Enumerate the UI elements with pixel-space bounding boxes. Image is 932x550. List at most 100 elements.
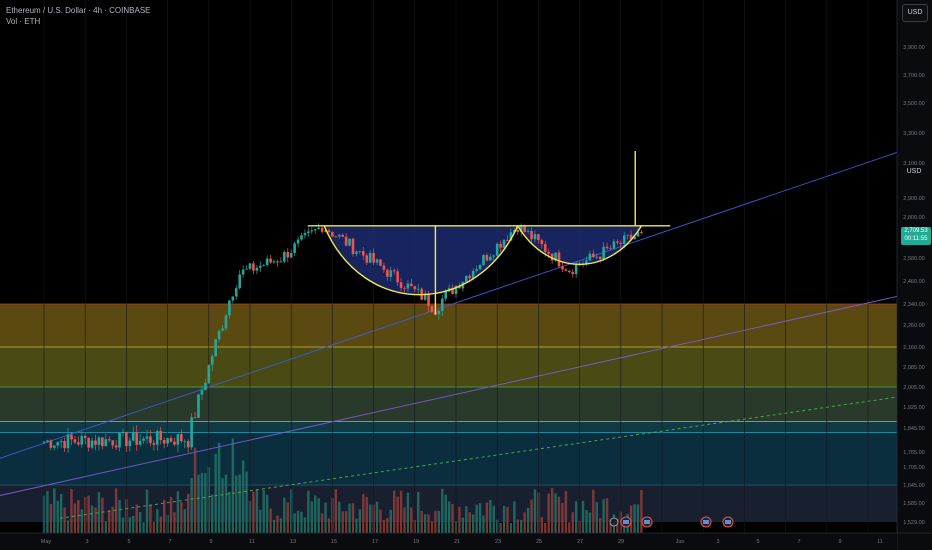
- volume-bar: [482, 515, 485, 533]
- time-tick-label: 17: [372, 539, 378, 545]
- candle-body: [568, 270, 571, 273]
- candle-body: [221, 328, 224, 331]
- volume-bar: [478, 503, 482, 533]
- time-tick-label: 25: [536, 539, 542, 545]
- last-price-tag: 2,709.53 00:11:55: [901, 227, 931, 245]
- candle-body: [492, 255, 496, 257]
- candle-body: [499, 243, 502, 248]
- volume-bar: [341, 511, 344, 533]
- candle-body: [337, 234, 341, 237]
- candle-body: [458, 285, 461, 289]
- candles: [42, 223, 643, 453]
- volume-bar: [307, 490, 310, 533]
- price-axis[interactable]: 3,900.00 3,700.00 3,500.00 3,300.00 3,100.00…: [896, 0, 932, 550]
- volume-bar: [156, 509, 159, 533]
- candle-body: [540, 240, 544, 245]
- candle-body: [303, 233, 307, 236]
- candle-body: [399, 282, 403, 288]
- volume-bar: [437, 510, 441, 533]
- candle-body: [561, 266, 564, 270]
- volume-bar: [197, 474, 200, 533]
- candle-body: [348, 238, 351, 246]
- volume-bar: [200, 472, 204, 533]
- volume-bar: [231, 438, 235, 533]
- candle-body: [300, 235, 303, 240]
- event-flag-inner: [644, 520, 650, 524]
- volume-bar: [571, 512, 574, 533]
- candle-body: [554, 252, 557, 261]
- volume-bar: [283, 497, 286, 533]
- volume-bar: [557, 496, 561, 533]
- time-tick-label: 11: [249, 539, 255, 545]
- event-markers[interactable]: [609, 516, 734, 528]
- candle-body: [440, 298, 444, 311]
- currency-button[interactable]: USD: [902, 4, 928, 22]
- volume-bar: [320, 513, 324, 533]
- candle-body: [90, 440, 94, 448]
- volume-bar: [358, 509, 362, 533]
- candle-body: [574, 264, 578, 275]
- volume-bar: [296, 510, 300, 533]
- candle-body: [101, 437, 104, 447]
- candle-body: [180, 434, 183, 442]
- candle-body: [495, 243, 499, 256]
- volume-bar: [169, 497, 173, 533]
- volume-bar: [190, 477, 193, 533]
- volume-bar: [616, 518, 619, 533]
- dividend-marker-icon: [609, 517, 619, 527]
- volume-bar: [187, 493, 190, 533]
- volume-bar: [574, 501, 578, 533]
- zone-band: [0, 421, 897, 433]
- candle-body: [269, 258, 272, 263]
- candle-body: [465, 275, 468, 283]
- volume-bar: [423, 514, 427, 533]
- symbol-title[interactable]: Ethereum / U.S. Dollar · 4h · COINBASE: [6, 6, 151, 15]
- volume-bar: [382, 519, 386, 533]
- volume-bar: [393, 490, 396, 533]
- volume-bar: [499, 522, 502, 533]
- volume-bar: [176, 491, 180, 533]
- candle-body: [87, 437, 90, 448]
- candle-body: [159, 430, 163, 440]
- volume-bar: [238, 474, 241, 533]
- volume-bar: [162, 499, 166, 533]
- candle-body: [49, 440, 53, 448]
- candle-body: [142, 438, 145, 441]
- candle-body: [530, 231, 533, 240]
- time-axis[interactable]: May 3 5 7 9 11 13 15 17 19 21 23 25 27 29 Jun 3 5 7 9 11: [0, 532, 932, 550]
- candle-body: [279, 261, 283, 263]
- volume-bar: [540, 517, 544, 533]
- candle-body: [183, 441, 187, 442]
- time-tick-label: 5: [127, 539, 130, 545]
- candle-body: [475, 269, 478, 271]
- price-tick-label: 3,100.00: [903, 161, 924, 167]
- candle-body: [259, 265, 262, 268]
- volume-bar: [235, 475, 238, 533]
- time-tick-label: Jun: [676, 539, 685, 545]
- volume-bar: [49, 503, 53, 533]
- volume-bar: [217, 442, 221, 533]
- price-tick-label: 1,765.00: [903, 450, 924, 456]
- volume-bar: [458, 506, 461, 533]
- candle-body: [214, 339, 217, 357]
- candle-body: [107, 439, 111, 441]
- candle-body: [389, 270, 393, 277]
- event-flag-inner: [703, 520, 709, 524]
- candle-body: [489, 256, 492, 261]
- price-tick-label: 1,705.00: [903, 465, 924, 471]
- time-tick-label: 9: [209, 539, 212, 545]
- candle-body: [162, 439, 166, 444]
- volume-bar: [568, 522, 571, 533]
- volume-bar: [489, 499, 492, 533]
- candle-body: [59, 441, 63, 443]
- candle-body: [248, 263, 252, 269]
- candle-body: [368, 252, 372, 263]
- candle-body: [262, 265, 266, 267]
- candle-body: [513, 229, 516, 233]
- candle-body: [365, 255, 369, 263]
- candle-body: [478, 265, 482, 270]
- candle-body: [578, 264, 581, 266]
- volume-bar: [183, 509, 186, 533]
- handle-curve: [517, 225, 642, 266]
